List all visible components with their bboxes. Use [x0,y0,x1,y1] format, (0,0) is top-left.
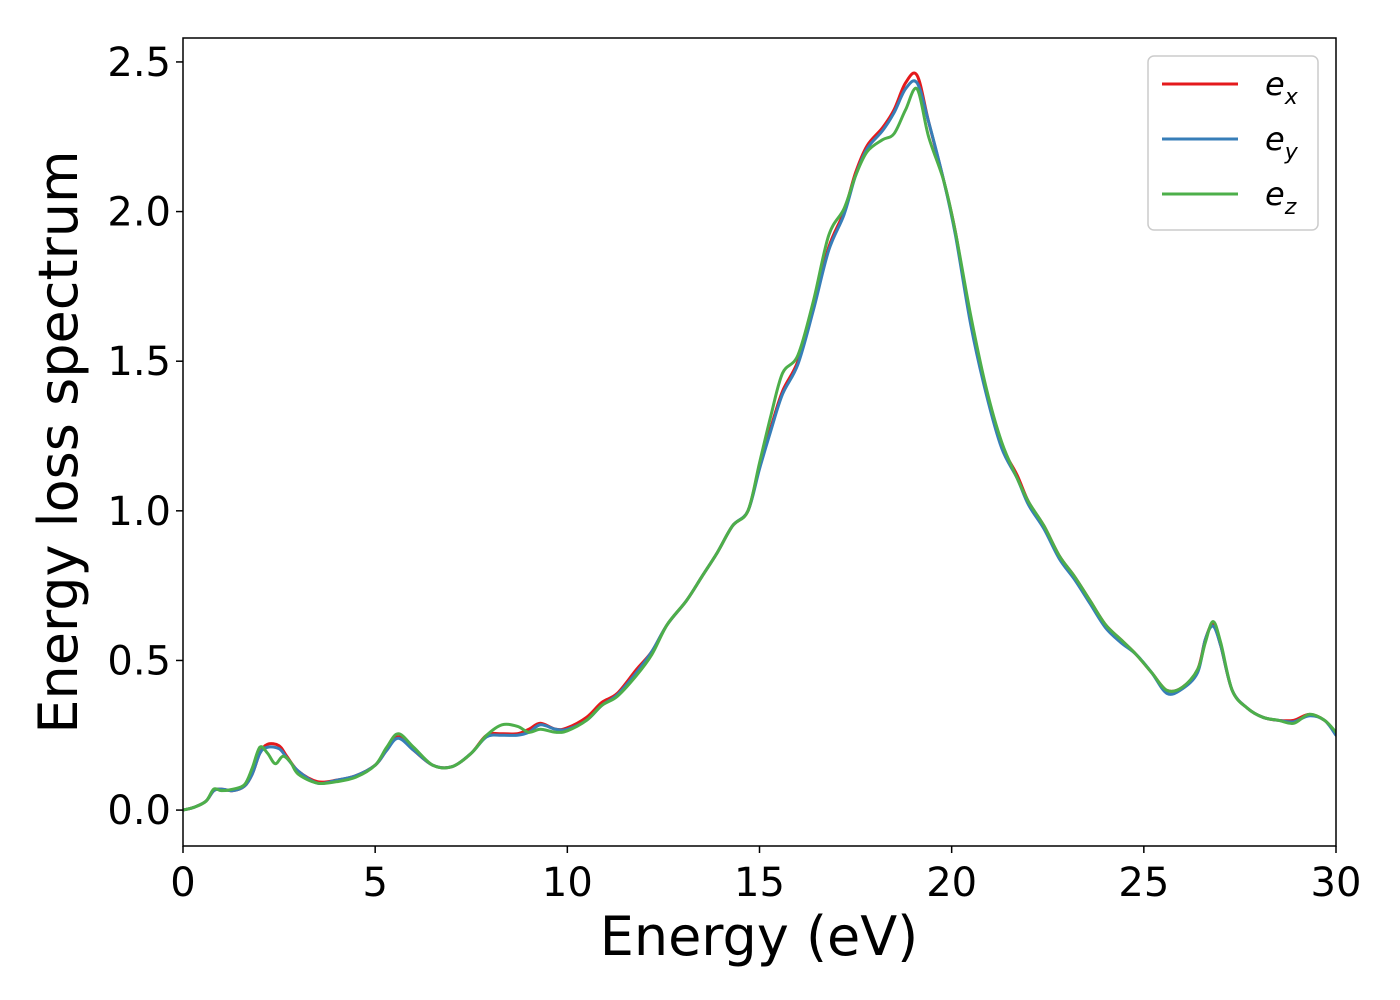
x-tick-label: 5 [362,860,387,906]
x-tick-label: 20 [926,860,977,906]
y-axis-title: Energy loss spectrum [27,150,90,733]
y-tick-label: 1.0 [107,489,171,535]
series-layer [183,71,1336,812]
x-tick-label: 30 [1311,860,1362,906]
y-axis: 0.0 0.5 1.0 1.5 2.0 2.5 [107,40,183,834]
y-tick-label: 1.5 [107,339,171,385]
x-tick-label: 0 [170,860,195,906]
y-tick-label: 2.5 [107,40,171,86]
x-axis: 0 5 10 15 20 25 30 [170,846,1361,906]
series-line-z [183,86,1336,812]
y-tick-label: 2.0 [107,190,171,236]
legend-label-z: ez [1265,175,1297,220]
x-tick-label: 25 [1118,860,1169,906]
legend-label-x: ex [1265,65,1299,110]
x-tick-label: 10 [542,860,593,906]
x-axis-title: Energy (eV) [600,905,919,968]
y-tick-label: 0.0 [107,788,171,834]
legend-label-y: ey [1265,120,1299,165]
x-tick-label: 15 [734,860,785,906]
y-tick-label: 0.5 [107,638,171,684]
legend: ex ey ez [1147,55,1319,231]
legend-box [1147,55,1319,231]
